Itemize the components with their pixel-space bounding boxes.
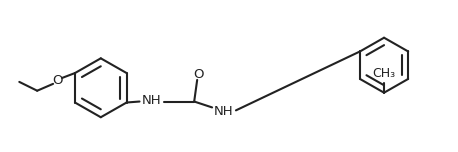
Text: O: O [52,74,62,87]
Text: NH: NH [214,105,234,118]
Text: CH₃: CH₃ [372,67,396,80]
Text: O: O [193,67,203,81]
Text: NH: NH [142,94,161,107]
